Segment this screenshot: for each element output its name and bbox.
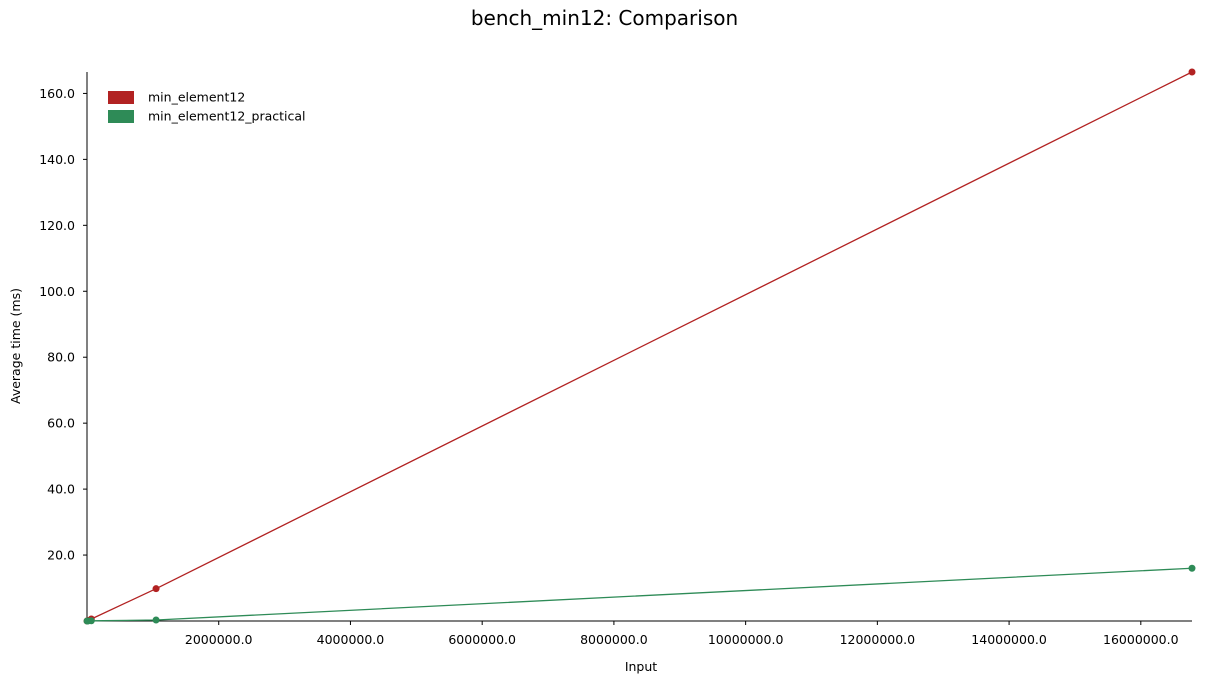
series-line	[86, 71, 1193, 622]
x-tick-label: 14000000.0	[971, 632, 1047, 647]
y-tick-label: 60.0	[47, 416, 75, 431]
x-tick-label: 6000000.0	[448, 632, 516, 647]
y-tick-label: 120.0	[39, 218, 75, 233]
data-point	[152, 585, 160, 593]
legend: min_element12 min_element12_practical	[108, 90, 306, 124]
series-layer	[83, 68, 1196, 625]
x-tick-label: 16000000.0	[1103, 632, 1179, 647]
legend-label: min_element12_practical	[148, 109, 306, 124]
data-point	[152, 616, 160, 624]
axes: 2000000.0 4000000.0 6000000.0 8000000.0 1000…	[39, 72, 1192, 647]
x-tick-label: 4000000.0	[317, 632, 385, 647]
x-tick-label: 12000000.0	[840, 632, 916, 647]
y-tick-label: 160.0	[39, 86, 75, 101]
data-point	[87, 617, 95, 625]
y-tick-label: 140.0	[39, 152, 75, 167]
y-tick-label: 80.0	[47, 350, 75, 365]
x-tick-label: 8000000.0	[580, 632, 648, 647]
x-tick-label: 10000000.0	[708, 632, 784, 647]
legend-swatch	[108, 91, 134, 104]
series-line	[87, 567, 1193, 622]
y-tick-label: 20.0	[47, 548, 75, 563]
y-tick-label: 100.0	[39, 284, 75, 299]
chart-title: bench_min12: Comparison	[470, 6, 739, 30]
series-min_element12_practical	[83, 564, 1196, 625]
legend-swatch	[108, 110, 134, 123]
data-point	[1188, 564, 1196, 572]
data-point	[1188, 68, 1196, 76]
x-axis-label: Input	[625, 659, 657, 674]
legend-label: min_element12	[148, 90, 245, 105]
series-min_element12	[83, 68, 1196, 625]
x-tick-label: 2000000.0	[185, 632, 253, 647]
y-axis-label: Average time (ms)	[8, 288, 23, 404]
y-tick-label: 40.0	[47, 482, 75, 497]
